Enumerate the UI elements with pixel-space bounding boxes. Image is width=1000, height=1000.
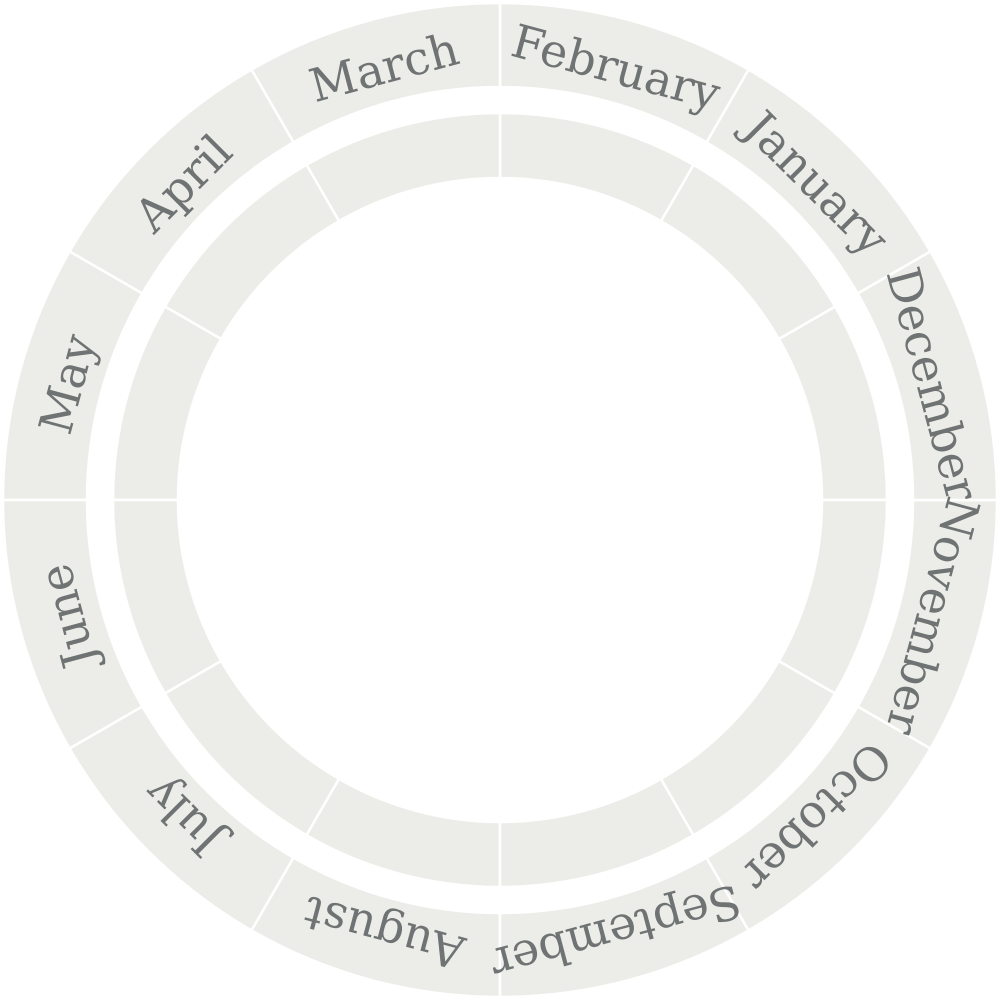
inner-segment — [111, 304, 223, 502]
inner-segment — [498, 111, 696, 223]
inner-segment — [304, 777, 502, 889]
inner-segment — [498, 777, 696, 889]
inner-ring — [111, 111, 889, 889]
inner-segment — [777, 498, 889, 696]
outer-segment-december — [855, 249, 999, 502]
inner-segment — [111, 498, 223, 696]
inner-segment — [304, 111, 502, 223]
inner-segment — [777, 304, 889, 502]
